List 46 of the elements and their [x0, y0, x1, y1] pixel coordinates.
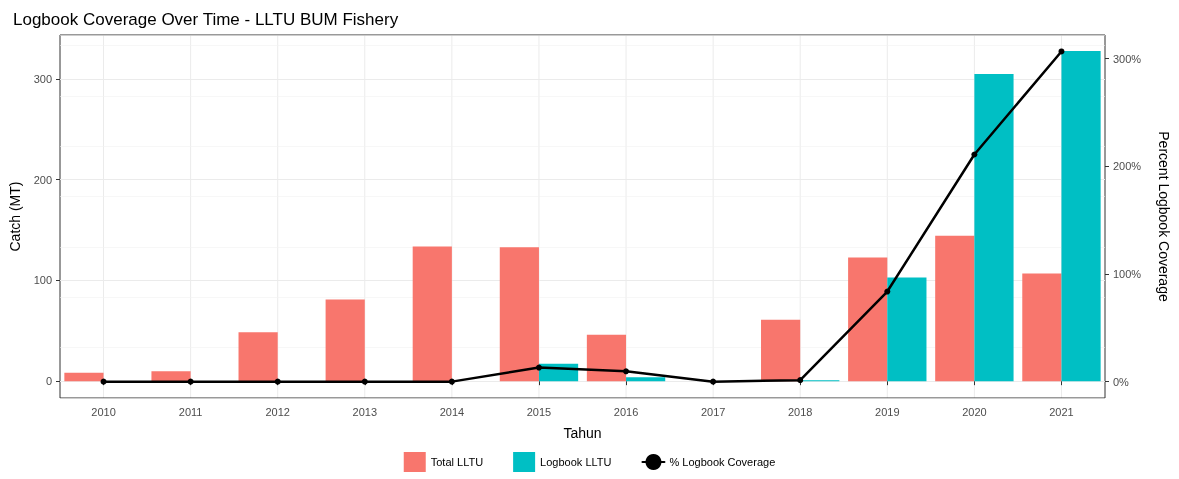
bar	[325, 299, 365, 382]
legend-label: Total LLTU	[430, 456, 484, 468]
x-tick-label: 2014	[439, 405, 465, 418]
bar	[887, 277, 927, 382]
point	[623, 368, 630, 375]
bar	[238, 332, 278, 382]
bar	[761, 319, 801, 382]
x-tick-label: 2013	[352, 405, 378, 418]
point	[361, 378, 368, 385]
y-tick-label: 200	[33, 173, 52, 186]
x-tick-label: 2020	[962, 405, 987, 418]
y2-tick-label: 0%	[1113, 375, 1130, 388]
bar	[626, 377, 666, 382]
x-tick-label: 2019	[875, 405, 900, 418]
chart-title: Logbook Coverage Over Time - LLTU BUM Fishery	[13, 10, 399, 29]
bar	[586, 334, 627, 382]
bar	[1061, 51, 1101, 382]
x-tick-label: 2016	[613, 405, 639, 418]
x-axis-title: Tahun	[563, 425, 602, 441]
bar	[1022, 273, 1062, 382]
y-tick-label: 0	[45, 375, 52, 388]
y2-tick-label: 100%	[1113, 267, 1142, 280]
bar	[412, 246, 452, 382]
point	[535, 364, 542, 371]
y-tick-label: 100	[33, 274, 52, 287]
bar	[935, 235, 975, 382]
x-tick-label: 2011	[178, 405, 203, 418]
x-tick-label: 2018	[787, 405, 813, 418]
legend-label: Logbook LLTU	[540, 456, 612, 468]
bar	[848, 257, 888, 382]
y2-axis-title: Percent Logbook Coverage	[1156, 131, 1172, 302]
point	[1058, 48, 1065, 55]
y-tick-label: 300	[33, 72, 52, 85]
legend-label: % Logbook Coverage	[669, 456, 776, 468]
point	[448, 378, 455, 385]
x-tick-label: 2017	[700, 405, 726, 418]
x-tick-label: 2012	[265, 405, 290, 418]
y2-tick-label: 200%	[1113, 160, 1142, 173]
x-tick-label: 2021	[1049, 405, 1074, 418]
bar	[974, 73, 1014, 382]
x-tick-label: 2015	[526, 405, 552, 418]
bar	[64, 372, 104, 382]
bar	[499, 247, 539, 382]
y2-tick-label: 300%	[1113, 52, 1142, 65]
x-tick-label: 2010	[91, 405, 116, 418]
y-axis-title: Catch (MT)	[7, 181, 23, 252]
